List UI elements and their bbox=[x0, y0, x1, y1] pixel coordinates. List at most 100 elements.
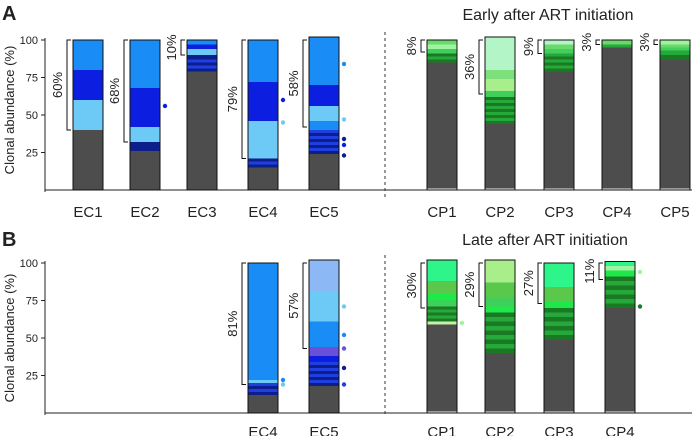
expanded-percent-label: 57% bbox=[286, 292, 301, 318]
bar-segment bbox=[544, 49, 574, 54]
bar-segment bbox=[485, 330, 515, 335]
bar-segment bbox=[309, 374, 339, 377]
bar-segment bbox=[602, 47, 632, 189]
bar-segment bbox=[544, 44, 574, 49]
bar-segment bbox=[309, 291, 339, 322]
bar-outline bbox=[426, 259, 458, 414]
bar-segment bbox=[485, 109, 515, 112]
y-tick-label: 50 bbox=[26, 110, 38, 122]
bar-outline bbox=[247, 39, 279, 191]
bar-segment bbox=[248, 395, 278, 413]
bar-segment bbox=[309, 142, 339, 145]
bar-segment bbox=[485, 411, 515, 413]
bar-segment bbox=[73, 70, 103, 100]
bar-outline bbox=[604, 261, 636, 414]
bar-segment bbox=[485, 118, 515, 121]
y-tick-label: 75 bbox=[26, 296, 38, 308]
bar-segment bbox=[544, 326, 574, 331]
bar-segment bbox=[427, 53, 457, 57]
bar-cp1: 8% CP1 bbox=[404, 36, 458, 221]
bar-segment bbox=[485, 282, 515, 298]
expanded-percent-label: 11% bbox=[582, 258, 597, 283]
bar-segment bbox=[605, 290, 635, 295]
bar-segment bbox=[485, 70, 515, 79]
bar-segment bbox=[544, 330, 574, 335]
y-axis-label: Clonal abundance (%) bbox=[2, 274, 17, 403]
expanded-bracket bbox=[420, 39, 425, 53]
bar-segment bbox=[544, 263, 574, 287]
bar-cp3: 27% CP3 bbox=[521, 262, 575, 436]
bar-segment bbox=[248, 164, 278, 168]
bar-segment bbox=[427, 315, 457, 319]
expanded-bracket bbox=[123, 39, 128, 143]
expanded-bracket bbox=[302, 262, 307, 349]
bar-outline bbox=[543, 262, 575, 414]
bar-segment bbox=[605, 303, 635, 308]
clone-marker-dot bbox=[341, 304, 347, 309]
bar-segment bbox=[485, 339, 515, 344]
bar-segment bbox=[427, 321, 457, 325]
y-tick-label: 25 bbox=[26, 148, 38, 160]
bar-cp2: 29% CP2 bbox=[462, 259, 516, 436]
bar-segment bbox=[544, 56, 574, 60]
panel-letter: B bbox=[2, 229, 16, 251]
bar-segment bbox=[427, 56, 457, 60]
bar-segment bbox=[544, 53, 574, 57]
panel-letter: A bbox=[2, 3, 16, 25]
bar-segment bbox=[485, 112, 515, 115]
bar-segment bbox=[309, 37, 339, 85]
bar-segment bbox=[427, 300, 457, 307]
bar-segment bbox=[130, 151, 160, 190]
panel-title: Early after ART initiation bbox=[462, 7, 633, 24]
clone-marker-dot bbox=[341, 61, 347, 67]
bar-segment bbox=[427, 59, 457, 63]
bar-segment bbox=[309, 365, 339, 368]
bar-segment bbox=[485, 312, 515, 317]
x-category-label: EC1 bbox=[73, 204, 102, 221]
expanded-bracket bbox=[478, 262, 483, 307]
bar-cp4: 3% CP4 bbox=[579, 32, 633, 221]
bar-segment bbox=[544, 40, 574, 45]
bar-outline bbox=[129, 39, 161, 191]
x-category-label: EC5 bbox=[309, 424, 338, 436]
bar-outline bbox=[484, 259, 516, 414]
bar-segment bbox=[248, 121, 278, 159]
bar-segment bbox=[248, 263, 278, 380]
expanded-percent-label: 9% bbox=[521, 37, 536, 56]
bar-segment bbox=[605, 411, 635, 413]
x-category-label: CP4 bbox=[605, 424, 634, 436]
bar-segment bbox=[130, 40, 160, 88]
bar-segment bbox=[187, 49, 217, 55]
bar-outline bbox=[601, 39, 633, 191]
bar-segment bbox=[427, 312, 457, 316]
bar-segment bbox=[427, 411, 457, 413]
bar-segment bbox=[248, 386, 278, 389]
bar-ec4: 79% EC4 bbox=[225, 39, 286, 221]
expanded-percent-label: 60% bbox=[50, 72, 65, 98]
bar-segment bbox=[309, 139, 339, 142]
expanded-percent-label: 79% bbox=[225, 86, 240, 112]
expanded-percent-label: 27% bbox=[521, 270, 536, 296]
bar-segment bbox=[309, 377, 339, 380]
bar-segment bbox=[309, 347, 339, 356]
y-tick-label: 75 bbox=[26, 73, 38, 85]
clone-marker-dot bbox=[162, 103, 168, 109]
bar-segment bbox=[605, 270, 635, 277]
expanded-bracket bbox=[180, 39, 185, 56]
bar-segment bbox=[427, 62, 457, 189]
expanded-bracket bbox=[537, 39, 542, 54]
bar-segment bbox=[309, 106, 339, 121]
bar-segment bbox=[544, 59, 574, 63]
y-tick-label: 100 bbox=[20, 258, 38, 270]
bar-segment bbox=[248, 40, 278, 82]
bar-segment bbox=[660, 55, 690, 60]
bar-segment bbox=[248, 161, 278, 165]
x-category-label: CP2 bbox=[485, 204, 514, 221]
bar-ec5: 57% EC5 bbox=[286, 259, 347, 436]
y-axis-label: Clonal abundance (%) bbox=[2, 46, 17, 175]
bar-segment bbox=[485, 37, 515, 70]
bar-segment bbox=[73, 40, 103, 70]
bar-cp3: 9% CP3 bbox=[521, 37, 575, 221]
bar-segment bbox=[485, 188, 515, 190]
bar-segment bbox=[248, 389, 278, 392]
